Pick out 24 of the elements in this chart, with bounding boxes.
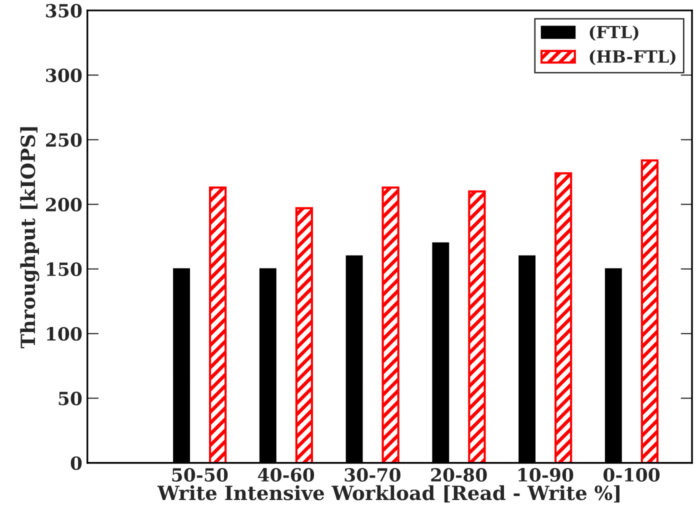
legend-label: (FTL) <box>590 25 638 41</box>
y-axis-title: Throughput [kIOPS] <box>20 127 40 348</box>
x-tick-label: 50-50 <box>172 468 228 482</box>
bar <box>554 172 572 463</box>
bar <box>468 190 486 463</box>
x-axis-title: Write Intensive Workload [Read - Write %] <box>157 485 620 503</box>
y-tick-label: 200 <box>46 198 82 212</box>
bar <box>208 186 227 463</box>
legend-label: (HB-FTL) <box>590 50 676 66</box>
y-tick-label: 0 <box>70 456 82 470</box>
x-tick-label: 40-60 <box>258 468 314 482</box>
x-tick-label: 20-80 <box>431 468 487 482</box>
y-tick-label: 50 <box>58 392 82 406</box>
x-tick-label: 30-70 <box>344 468 400 482</box>
y-tick-label: 150 <box>47 262 82 276</box>
bar <box>382 186 400 463</box>
y-tick-label: 250 <box>46 133 82 147</box>
y-tick-label: 100 <box>47 327 82 341</box>
x-tick-label: 0-100 <box>604 468 660 482</box>
y-tick-label: 350 <box>46 4 82 18</box>
bar <box>295 207 313 463</box>
y-tick-label: 300 <box>46 68 82 82</box>
x-tick-label: 10-90 <box>518 468 574 482</box>
bar <box>640 159 659 463</box>
